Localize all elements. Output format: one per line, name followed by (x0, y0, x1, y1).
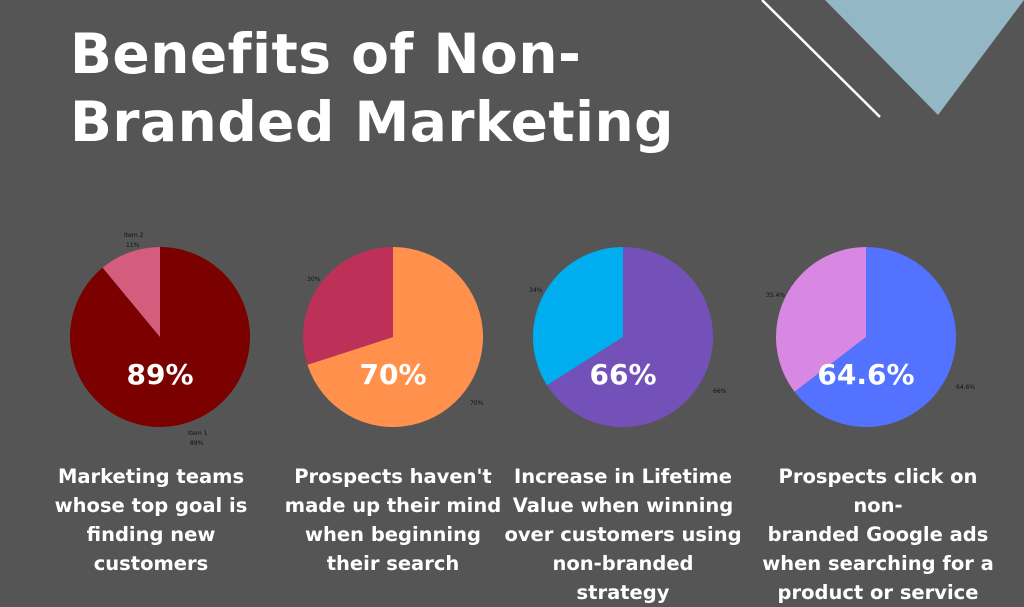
pie-chart-3: 66% 34% 66% (503, 225, 753, 455)
center-percent-label: 70% (359, 358, 426, 391)
chart-caption-4: Prospects click on non-branded Google ad… (758, 462, 998, 607)
center-percent-label: 64.6% (817, 358, 914, 391)
title-line-1: Benefits of Non- (70, 22, 582, 86)
pie-chart-svg: 64.6% 35.4% 64.6% (766, 247, 975, 427)
center-percent-label: 66% (589, 358, 656, 391)
pie-chart-1: Item 1 89% Item 2 11% 89% (40, 225, 290, 455)
page-title: Benefits of Non- Branded Marketing (70, 20, 674, 156)
chart-caption-2: Prospects haven't made up their mind when … (273, 462, 513, 578)
pie-slice-2 (303, 247, 393, 365)
pie-slice-2 (776, 247, 866, 392)
slice-value-label: 30% (307, 276, 321, 283)
corner-triangle (825, 0, 1024, 115)
pie-slice-1 (547, 247, 713, 427)
caption-line: customers (93, 552, 209, 575)
center-percent-label: 89% (126, 358, 193, 391)
pie-slice-1 (70, 247, 251, 427)
caption-line: Increase in Lifetime (513, 465, 733, 488)
slice-name-label: Item 1 (188, 430, 208, 437)
pie-slice-1 (794, 247, 956, 427)
caption-line: over customers using (504, 523, 742, 546)
caption-line: their search (326, 552, 460, 575)
caption-line: Value when winning (512, 494, 734, 517)
caption-line: finding new (86, 523, 216, 546)
pie-chart-2: 70% 30% 70% (273, 225, 523, 455)
caption-line: Prospects click on non- (778, 465, 978, 517)
caption-line: non-branded strategy (552, 552, 694, 604)
slice-value-label: 70% (470, 400, 484, 407)
slice-value-label: 64.6% (956, 384, 975, 391)
chart-caption-3: Increase in Lifetime Value when winning ov… (503, 462, 743, 607)
caption-line: when searching for a (762, 552, 994, 575)
caption-line: Marketing teams (57, 465, 245, 488)
chart-caption-1: Marketing teams whose top goal is finding … (31, 462, 271, 578)
caption-line: whose top goal is (54, 494, 248, 517)
slice-value-label: 89% (190, 440, 204, 447)
diagonal-line (761, 0, 881, 118)
slice-value-label: 66% (713, 388, 727, 395)
pie-slice-2 (102, 247, 160, 337)
caption-line: Prospects haven't (294, 465, 492, 488)
pie-chart-svg: Item 1 89% Item 2 11% 89% (70, 232, 251, 447)
slice-value-label: 34% (529, 287, 543, 294)
pie-chart-4: 64.6% 35.4% 64.6% (738, 225, 988, 455)
pie-chart-svg: 70% 30% 70% (303, 247, 484, 427)
title-line-2: Branded Marketing (70, 90, 675, 154)
slice-name-label: Item 2 (124, 232, 144, 239)
pie-chart-svg: 66% 34% 66% (529, 247, 727, 427)
slice-value-label: 11% (126, 242, 140, 249)
caption-line: product or service (777, 581, 979, 604)
slice-value-label: 35.4% (766, 292, 785, 299)
caption-line: made up their mind (284, 494, 502, 517)
pie-slice-2 (533, 247, 623, 386)
pie-slice-1 (307, 247, 483, 427)
caption-line: when beginning (305, 523, 481, 546)
caption-line: branded Google ads (767, 523, 989, 546)
